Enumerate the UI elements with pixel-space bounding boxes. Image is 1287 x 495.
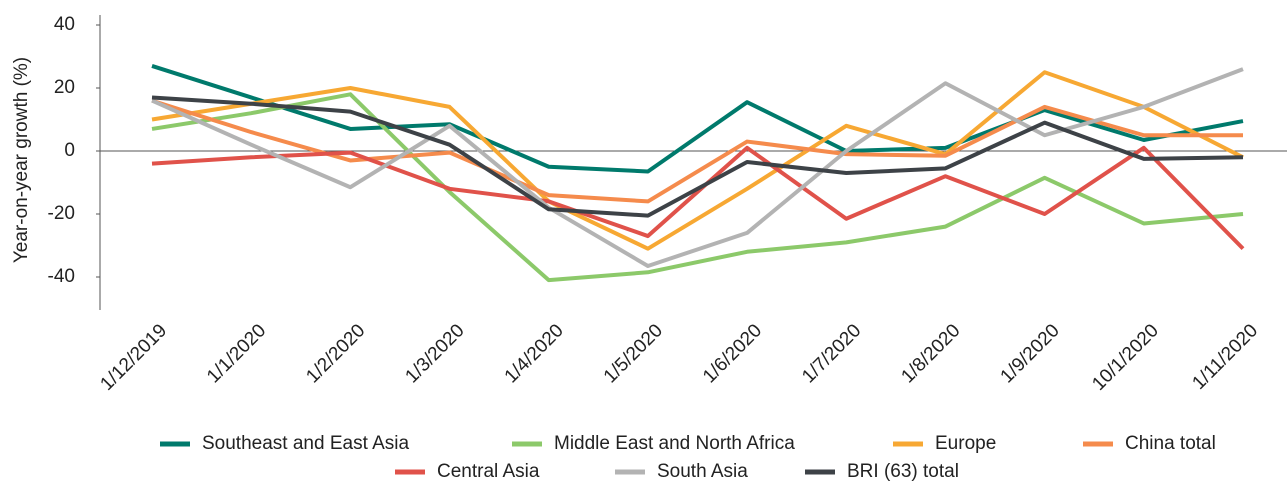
x-tick-label: 1/3/2020	[401, 320, 468, 387]
series-line	[151, 70, 1244, 251]
series-line	[151, 67, 1244, 268]
x-tick-label: 1/11/2020	[1188, 320, 1262, 394]
y-axis-title: Year-on-year growth (%)	[11, 57, 32, 263]
y-tick-label: 0	[64, 140, 75, 161]
legend-label: China total	[1125, 433, 1216, 454]
x-tick-label: 1/7/2020	[798, 320, 865, 387]
series-line	[151, 64, 1244, 174]
y-tick-label: -40	[48, 266, 75, 287]
x-tick-label: 1/4/2020	[501, 320, 568, 387]
legend-label: Europe	[935, 433, 996, 454]
x-tick-label: 1/1/2020	[203, 320, 270, 387]
x-tick-label: 1/12/2019	[96, 320, 171, 395]
x-tick-label: 1/9/2020	[997, 320, 1064, 387]
series-line	[151, 95, 1244, 218]
y-tick-label: -20	[48, 203, 75, 224]
series-line	[151, 98, 1243, 204]
legend-label: Central Asia	[437, 461, 540, 482]
y-tick-label: 20	[54, 77, 75, 98]
legend-label: Middle East and North Africa	[554, 433, 795, 454]
x-tick-label: 1/5/2020	[600, 320, 667, 387]
y-tick-label: 40	[54, 14, 75, 35]
legend-label: BRI (63) total	[847, 461, 959, 482]
series-line	[151, 92, 1244, 283]
x-tick-label: 1/8/2020	[897, 320, 964, 387]
x-tick-label: 10/1/2020	[1088, 320, 1163, 395]
legend-label: South Asia	[657, 461, 748, 482]
legend-label: Southeast and East Asia	[202, 433, 409, 454]
x-tick-label: 1/2/2020	[302, 320, 369, 387]
series-line	[151, 145, 1245, 251]
x-tick-label: 1/6/2020	[699, 320, 766, 387]
